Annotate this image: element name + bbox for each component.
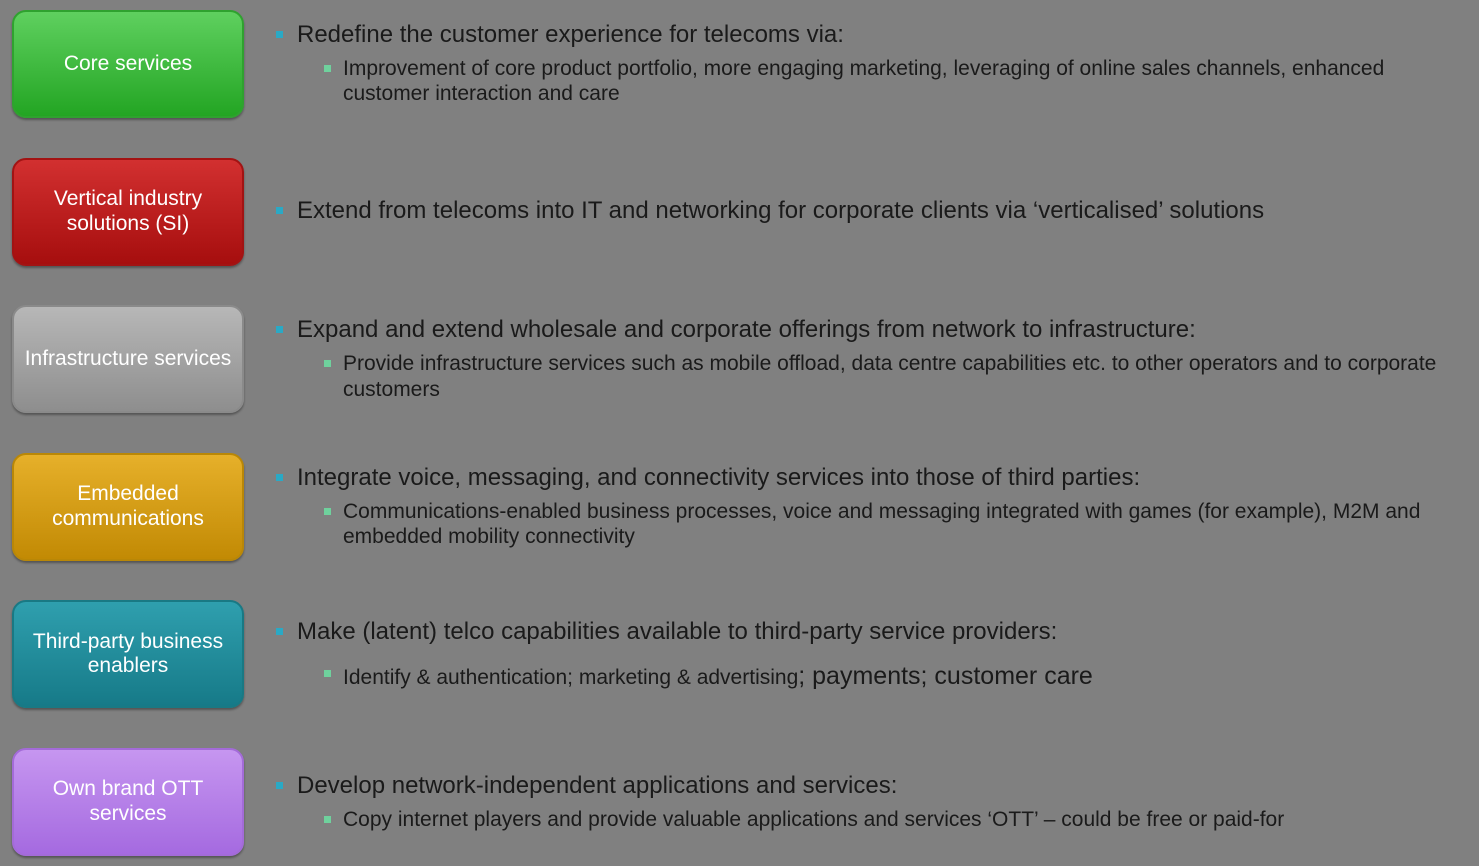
card-third-party-enablers: Third-party business enablers: [12, 600, 244, 708]
desc-own-brand-ott: Develop network-independent applications…: [270, 772, 1459, 832]
sub-line: Communications-enabled business processe…: [324, 499, 1459, 550]
card-own-brand-ott: Own brand OTT services: [12, 748, 244, 856]
card-vertical-solutions: Vertical industry solutions (SI): [12, 158, 244, 266]
desc-third-party-enablers: Make (latent) telco capabilities availab…: [270, 618, 1459, 691]
main-line: Redefine the customer experience for tel…: [270, 21, 1459, 50]
square-bullet-icon: [324, 670, 331, 677]
card-core-services: Core services: [12, 10, 244, 118]
main-line: Integrate voice, messaging, and connecti…: [270, 464, 1459, 493]
sub-line: Copy internet players and provide valuab…: [324, 807, 1459, 833]
square-bullet-icon: [276, 207, 283, 214]
main-line: Develop network-independent applications…: [270, 772, 1459, 801]
sub-text-emphasis: ; payments; customer care: [798, 662, 1093, 690]
sub-text: Provide infrastructure services such as …: [343, 351, 1459, 402]
main-text: Extend from telecoms into IT and network…: [297, 197, 1459, 226]
row-embedded-comms: Embedded communications Integrate voice,…: [12, 453, 1459, 561]
row-third-party-enablers: Third-party business enablers Make (late…: [12, 600, 1459, 708]
infographic-canvas: Core services Redefine the customer expe…: [0, 0, 1479, 866]
card-label: Vertical industry solutions (SI): [24, 187, 232, 237]
main-text: Make (latent) telco capabilities availab…: [297, 618, 1459, 647]
square-bullet-icon: [276, 782, 283, 789]
row-own-brand-ott: Own brand OTT services Develop network-i…: [12, 748, 1459, 856]
sub-text: Copy internet players and provide valuab…: [343, 807, 1284, 833]
row-core-services: Core services Redefine the customer expe…: [12, 10, 1459, 118]
main-line: Make (latent) telco capabilities availab…: [270, 618, 1459, 647]
desc-infrastructure: Expand and extend wholesale and corporat…: [270, 316, 1459, 402]
square-bullet-icon: [324, 360, 331, 367]
square-bullet-icon: [276, 31, 283, 38]
square-bullet-icon: [324, 816, 331, 823]
card-label: Core services: [64, 52, 192, 77]
square-bullet-icon: [276, 628, 283, 635]
main-text: Integrate voice, messaging, and connecti…: [297, 464, 1459, 493]
square-bullet-icon: [324, 65, 331, 72]
card-infrastructure: Infrastructure services: [12, 305, 244, 413]
main-line: Expand and extend wholesale and corporat…: [270, 316, 1459, 345]
card-embedded-comms: Embedded communications: [12, 453, 244, 561]
sub-line: Provide infrastructure services such as …: [324, 351, 1459, 402]
sub-text-plain: Identify & authentication; marketing & a…: [343, 666, 798, 689]
sub-text: Communications-enabled business processe…: [343, 499, 1459, 550]
card-label: Embedded communications: [24, 482, 232, 532]
sub-line: Identify & authentication; marketing & a…: [324, 661, 1459, 692]
desc-embedded-comms: Integrate voice, messaging, and connecti…: [270, 464, 1459, 550]
card-label: Infrastructure services: [25, 347, 232, 372]
card-label: Own brand OTT services: [24, 777, 232, 827]
main-line: Extend from telecoms into IT and network…: [270, 197, 1459, 226]
desc-core-services: Redefine the customer experience for tel…: [270, 21, 1459, 107]
row-infrastructure: Infrastructure services Expand and exten…: [12, 305, 1459, 413]
card-label: Third-party business enablers: [24, 630, 232, 680]
square-bullet-icon: [276, 474, 283, 481]
desc-vertical-solutions: Extend from telecoms into IT and network…: [270, 197, 1459, 226]
square-bullet-icon: [324, 508, 331, 515]
square-bullet-icon: [276, 326, 283, 333]
main-text: Expand and extend wholesale and corporat…: [297, 316, 1459, 345]
main-text: Redefine the customer experience for tel…: [297, 21, 1459, 50]
sub-text: Improvement of core product portfolio, m…: [343, 56, 1459, 107]
main-text: Develop network-independent applications…: [297, 772, 1459, 801]
sub-text: Identify & authentication; marketing & a…: [343, 661, 1093, 692]
sub-line: Improvement of core product portfolio, m…: [324, 56, 1459, 107]
row-vertical-solutions: Vertical industry solutions (SI) Extend …: [12, 158, 1459, 266]
